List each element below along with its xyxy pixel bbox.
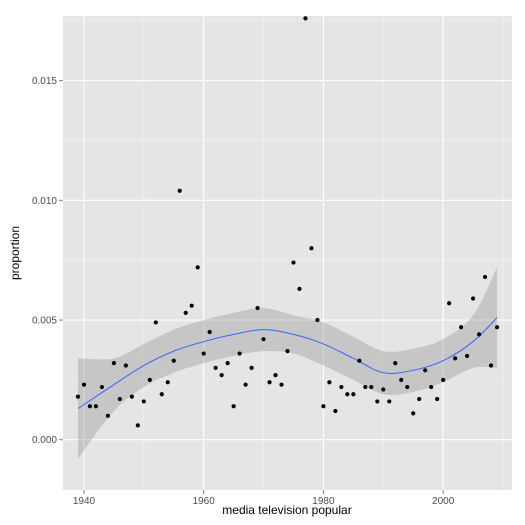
smooth-line	[77, 317, 498, 410]
x-tick-label: 1980	[312, 496, 335, 507]
data-point	[423, 368, 428, 373]
data-points	[75, 16, 500, 428]
data-point	[303, 16, 308, 21]
data-point	[482, 274, 488, 280]
data-point	[249, 365, 254, 371]
data-point	[321, 404, 326, 409]
data-point	[453, 356, 458, 361]
data-point	[447, 301, 452, 306]
confidence-band	[77, 267, 498, 459]
data-point	[153, 320, 158, 325]
data-point	[195, 265, 200, 270]
data-point	[297, 286, 302, 292]
y-tick-label: 0.000	[32, 435, 57, 446]
data-point	[135, 423, 140, 428]
data-point	[201, 351, 206, 356]
data-point	[393, 361, 398, 366]
data-point	[267, 380, 272, 385]
x-tick-label: 1940	[73, 496, 96, 507]
data-point	[494, 325, 500, 330]
data-point	[279, 382, 284, 387]
data-point	[375, 399, 380, 404]
minor-gridlines	[63, 16, 512, 490]
data-point	[147, 377, 152, 382]
data-point	[261, 337, 266, 342]
data-point	[309, 246, 314, 251]
data-point	[225, 361, 230, 366]
data-point	[351, 392, 356, 397]
x-tick-label: 2000	[432, 496, 455, 507]
data-point	[363, 384, 368, 390]
y-tick-label: 0.015	[32, 76, 57, 87]
data-point	[189, 303, 194, 308]
data-point	[243, 382, 248, 387]
data-point	[75, 394, 81, 399]
data-point	[93, 404, 99, 409]
data-point	[117, 396, 122, 402]
data-point	[476, 332, 482, 337]
y-tick-label: 0.010	[32, 196, 57, 207]
data-point	[327, 380, 332, 385]
data-point	[105, 413, 110, 418]
plot-panel	[63, 16, 512, 490]
data-point	[291, 260, 296, 265]
data-point	[488, 363, 494, 368]
data-point	[339, 384, 344, 390]
data-point	[381, 387, 386, 392]
major-gridlines	[63, 16, 512, 490]
data-point	[459, 325, 464, 330]
data-point	[207, 329, 212, 335]
y-tick-label: 0.005	[32, 316, 57, 327]
data-point	[387, 399, 392, 404]
data-point	[441, 377, 446, 382]
data-point	[333, 408, 338, 414]
data-point	[165, 380, 170, 385]
data-point	[99, 384, 105, 390]
data-point	[213, 365, 218, 371]
x-tick-label: 1960	[193, 496, 216, 507]
x-axis: 1940 1960 1980 2000	[73, 490, 455, 507]
data-point	[231, 404, 236, 409]
data-point	[399, 377, 404, 382]
confidence-band-area	[77, 267, 498, 459]
data-point	[219, 372, 224, 378]
data-point	[87, 404, 93, 409]
data-point	[315, 317, 320, 323]
y-axis-title: proportion	[8, 226, 22, 280]
data-point	[255, 305, 260, 311]
data-point	[129, 394, 134, 399]
data-point	[111, 361, 116, 366]
data-point	[405, 384, 410, 390]
data-point	[411, 411, 416, 416]
data-point	[171, 358, 176, 363]
data-point	[429, 384, 434, 390]
data-point	[470, 296, 476, 301]
data-point	[141, 399, 146, 404]
data-point	[159, 392, 164, 397]
data-point	[183, 310, 188, 315]
y-axis: 0.000 0.005 0.010 0.015	[32, 76, 63, 446]
data-point	[369, 384, 374, 390]
data-point	[285, 349, 290, 354]
data-point	[177, 188, 182, 193]
data-point	[123, 363, 128, 368]
data-point	[357, 358, 362, 363]
data-point	[345, 392, 350, 397]
data-point	[435, 396, 440, 402]
data-point	[417, 396, 422, 402]
loess-line	[77, 317, 498, 410]
data-point	[273, 372, 278, 378]
data-point	[81, 382, 87, 387]
data-point	[465, 353, 470, 359]
x-axis-title: media television popular	[222, 503, 351, 517]
data-point	[237, 351, 242, 356]
